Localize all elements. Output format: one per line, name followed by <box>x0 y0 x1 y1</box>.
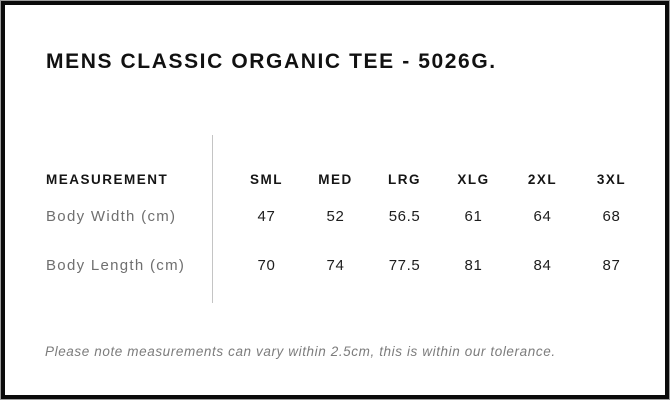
size-column-header-xlg: XLG <box>457 171 490 187</box>
body-length-value-lrg: 77.5 <box>388 256 421 274</box>
body-width-value-med: 52 <box>326 207 345 225</box>
table-row-body-length: Body Length (cm) 70 74 77.5 81 84 87 <box>46 256 646 274</box>
body-width-value-sml: 47 <box>257 207 276 225</box>
size-column-header-sml: SML <box>250 171 283 187</box>
size-column-header-lrg: LRG <box>388 171 421 187</box>
table-row-body-width: Body Width (cm) 47 52 56.5 61 64 68 <box>46 207 646 225</box>
body-length-value-xlg: 81 <box>464 256 483 274</box>
size-table-header-row: MEASUREMENT SML MED LRG XLG 2XL 3XL <box>46 171 646 187</box>
body-length-value-sml: 70 <box>257 256 276 274</box>
size-column-header-med: MED <box>318 171 353 187</box>
body-length-value-2xl: 84 <box>533 256 552 274</box>
body-length-value-med: 74 <box>326 256 345 274</box>
size-column-header-2xl: 2XL <box>527 171 558 187</box>
table-vertical-divider <box>212 135 213 303</box>
size-column-header-3xl: 3XL <box>596 171 627 187</box>
tolerance-note: Please note measurements can vary within… <box>45 344 556 359</box>
body-length-value-3xl: 87 <box>602 256 621 274</box>
row-label-body-width: Body Width (cm) <box>46 207 177 225</box>
row-label-body-length: Body Length (cm) <box>46 256 186 274</box>
body-width-value-xlg: 61 <box>464 207 483 225</box>
body-width-value-3xl: 68 <box>602 207 621 225</box>
body-width-value-2xl: 64 <box>533 207 552 225</box>
body-width-value-lrg: 56.5 <box>388 207 421 225</box>
product-title: MENS CLASSIC ORGANIC TEE - 5026G. <box>46 50 497 73</box>
measurement-column-header: MEASUREMENT <box>46 171 169 187</box>
